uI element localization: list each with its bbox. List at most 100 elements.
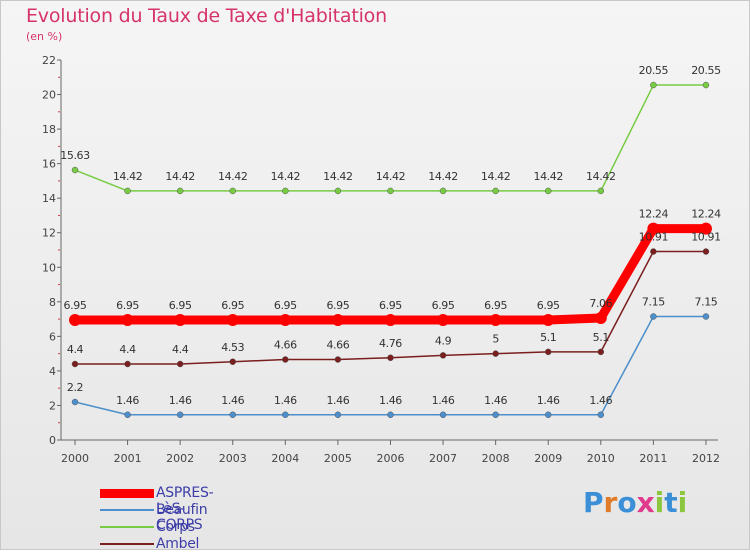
data-label: 1.46	[221, 394, 244, 407]
x-tick-label: 2010	[587, 452, 615, 465]
data-label: 4.4	[119, 343, 136, 356]
data-point	[702, 313, 710, 320]
data-point	[544, 411, 552, 419]
legend-swatch	[100, 543, 154, 545]
data-label: 12.24	[691, 208, 721, 221]
data-point	[647, 222, 660, 235]
data-point	[282, 411, 289, 419]
data-point	[699, 222, 712, 235]
data-label: 14.42	[165, 170, 195, 183]
data-label: 4.53	[221, 341, 244, 354]
data-point	[121, 313, 134, 326]
data-label: 4.66	[274, 339, 297, 352]
data-label: 7.06	[589, 297, 612, 310]
data-point	[174, 313, 187, 326]
data-point	[226, 313, 239, 326]
data-point	[279, 313, 292, 326]
logo-letter: r	[603, 486, 618, 519]
data-label: 14.42	[533, 170, 563, 183]
x-tick-label: 2009	[534, 452, 562, 465]
data-point	[594, 312, 607, 325]
data-point	[439, 411, 447, 419]
data-point	[492, 350, 499, 357]
data-point	[176, 187, 184, 195]
data-point	[334, 187, 342, 195]
data-label: 4.4	[172, 343, 189, 356]
data-label: 1.46	[432, 394, 455, 407]
y-tick-label: 6	[49, 330, 56, 343]
legend-label: Beaufin	[156, 502, 208, 518]
data-label: 6.95	[432, 299, 455, 312]
data-point	[229, 187, 236, 195]
logo-letter: o	[617, 486, 637, 519]
data-label: 1.46	[537, 394, 560, 407]
data-point	[331, 313, 344, 326]
y-tick-label: 0	[49, 434, 56, 447]
x-tick-label: 2001	[114, 452, 142, 465]
data-point	[544, 187, 552, 195]
data-label: 14.42	[113, 170, 143, 183]
data-point	[124, 187, 131, 195]
data-point	[176, 360, 184, 368]
data-label: 14.42	[428, 170, 458, 183]
data-label: 4.76	[379, 337, 402, 350]
data-label: 6.95	[274, 299, 297, 312]
x-tick-label: 2003	[219, 452, 247, 465]
data-point	[124, 411, 131, 419]
data-label: 7.15	[695, 296, 718, 309]
data-point	[544, 348, 552, 356]
data-label: 14.42	[376, 170, 406, 183]
data-label: 4.9	[435, 334, 452, 347]
data-point	[437, 313, 450, 326]
data-point	[489, 313, 502, 326]
data-point	[492, 411, 499, 419]
data-label: 1.46	[274, 394, 297, 407]
x-tick-label: 2005	[324, 452, 352, 465]
data-label: 4.4	[67, 343, 84, 356]
data-label: 1.46	[379, 394, 402, 407]
data-point	[384, 313, 397, 326]
x-tick-label: 2004	[271, 452, 299, 465]
data-point	[439, 187, 447, 195]
data-point	[492, 187, 499, 195]
data-point	[334, 411, 342, 419]
data-label: 6.95	[169, 299, 192, 312]
data-point	[387, 187, 394, 195]
y-tick-label: 12	[42, 227, 56, 240]
logo-letter: i	[654, 486, 665, 519]
data-point	[597, 187, 605, 195]
y-tick-label: 14	[42, 192, 56, 205]
y-tick-label: 16	[42, 158, 56, 171]
x-tick-label: 2000	[61, 452, 89, 465]
data-label: 2.2	[67, 381, 83, 394]
data-label: 14.42	[323, 170, 353, 183]
data-label: 6.95	[326, 299, 349, 312]
data-point	[71, 166, 79, 174]
x-tick-label: 2007	[429, 452, 457, 465]
y-tick-label: 8	[49, 296, 56, 309]
data-point	[702, 81, 710, 89]
data-label: 14.42	[586, 170, 616, 183]
data-point	[542, 313, 555, 326]
data-point	[229, 358, 236, 366]
data-point	[282, 356, 289, 363]
x-tick-label: 2002	[166, 452, 194, 465]
y-tick-label: 4	[49, 365, 56, 378]
data-point	[69, 313, 81, 326]
y-tick-label: 18	[42, 123, 56, 136]
data-label: 10.91	[691, 231, 721, 244]
y-tick-label: 2	[49, 399, 56, 412]
data-point	[439, 352, 447, 359]
data-point	[650, 248, 657, 255]
data-point	[176, 411, 184, 419]
data-point	[229, 411, 236, 419]
x-tick-label: 2012	[692, 452, 720, 465]
data-label: 5	[492, 333, 499, 346]
data-point	[124, 360, 131, 368]
data-point	[282, 187, 289, 195]
data-label: 5.1	[593, 331, 609, 344]
line-chart: 0 2 4 6 8 10 12 14 16 18 20 22 2000 2001 2002 2003 2004 2…	[42, 54, 722, 465]
data-label: 1.46	[116, 394, 139, 407]
legend-label: ASPRES-LèS-CORPS	[156, 485, 214, 533]
data-label: 1.46	[169, 394, 192, 407]
